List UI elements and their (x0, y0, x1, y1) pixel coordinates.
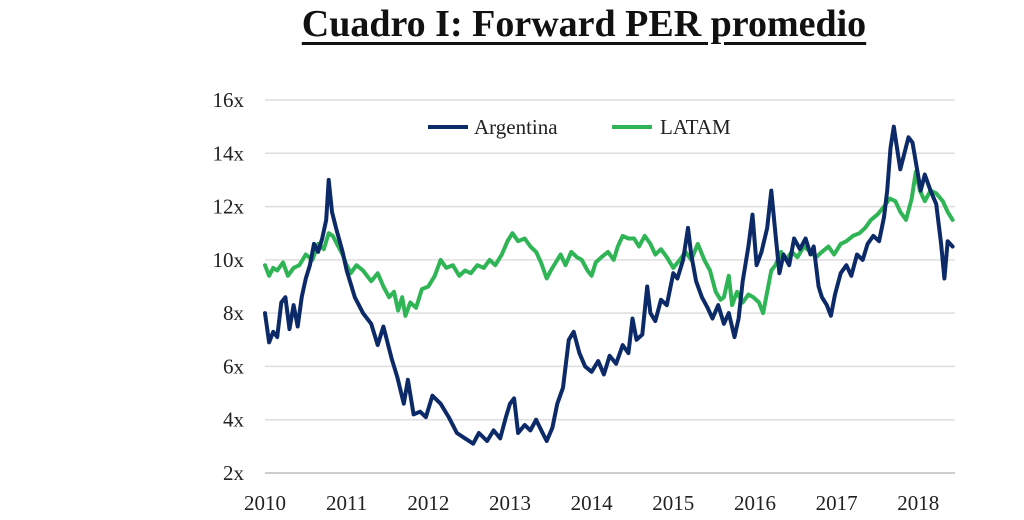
x-axis-ticks: 2010 2011 2012 2013 2014 2015 2016 2017 2018 (244, 491, 939, 515)
series-lines (263, 124, 955, 446)
y-tick-label: 10x (213, 248, 245, 272)
gridlines (265, 99, 955, 474)
x-tick-label: 2012 (407, 491, 449, 515)
y-tick-label: 2x (223, 461, 245, 485)
x-tick-label: 2017 (816, 491, 858, 515)
x-tick-label: 2014 (571, 491, 614, 515)
y-axis-ticks: 2x 4x 6x 8x 10x 12x 14x 16x (213, 88, 245, 485)
y-tick-label: 8x (223, 301, 245, 325)
x-tick-label: 2015 (652, 491, 694, 515)
x-tick-label: 2016 (734, 491, 776, 515)
y-tick-label: 4x (223, 408, 245, 432)
x-tick-label: 2011 (326, 491, 367, 515)
legend-label-latam: LATAM (660, 115, 731, 139)
chart-title: Cuadro I: Forward PER promedio (301, 3, 867, 45)
y-tick-label: 16x (213, 88, 245, 112)
x-tick-label: 2013 (489, 491, 531, 515)
y-tick-label: 6x (223, 354, 245, 378)
legend-label-argentina: Argentina (474, 115, 558, 139)
y-tick-label: 14x (213, 141, 245, 165)
legend: Argentina LATAM (428, 115, 731, 139)
x-tick-label: 2018 (897, 491, 939, 515)
y-tick-label: 12x (213, 195, 245, 219)
series-line-argentina (263, 124, 955, 446)
x-tick-label: 2010 (244, 491, 286, 515)
series-line-latam (263, 169, 955, 318)
